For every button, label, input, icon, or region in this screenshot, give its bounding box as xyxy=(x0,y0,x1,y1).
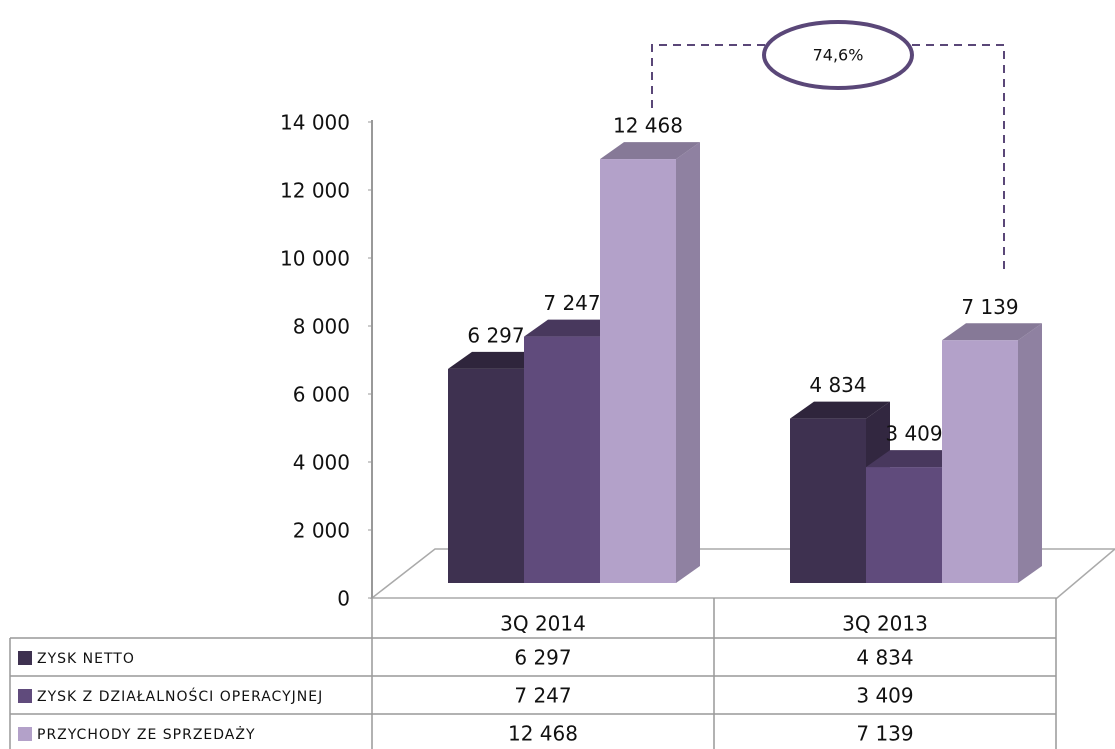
data-label: 6 297 xyxy=(467,323,524,347)
y-tick-label: 4 000 xyxy=(293,451,350,475)
data-label: 7 139 xyxy=(961,295,1018,319)
table-cell: 7 247 xyxy=(514,684,571,708)
bar xyxy=(524,336,600,583)
y-tick-label: 2 000 xyxy=(293,519,350,543)
data-label: 4 834 xyxy=(809,373,866,397)
legend-label: ZYSK Z DZIAŁALNOŚCI OPERACYJNEJ xyxy=(37,687,323,705)
table-grid xyxy=(9,598,1057,749)
bar-top xyxy=(942,323,1042,341)
data-label: 7 247 xyxy=(543,291,600,315)
y-tick-label: 14 000 xyxy=(280,111,350,135)
bar-side xyxy=(1018,323,1042,583)
bar-top xyxy=(524,319,624,337)
bar xyxy=(866,467,942,583)
bar xyxy=(942,340,1018,583)
y-tick-label: 0 xyxy=(337,587,350,611)
bar-top xyxy=(448,351,548,369)
bar-top xyxy=(866,450,966,468)
bracket xyxy=(651,44,765,108)
bar xyxy=(790,418,866,583)
legend-swatch xyxy=(18,689,32,703)
table-cell: 3 409 xyxy=(856,684,913,708)
bar xyxy=(448,368,524,583)
bar-top xyxy=(600,142,700,160)
data-label: 3 409 xyxy=(885,422,942,446)
bar-side xyxy=(676,142,700,583)
bracket xyxy=(912,44,1005,272)
data-label: 12 468 xyxy=(613,114,683,138)
table-cell: 4 834 xyxy=(856,646,913,670)
table-cell: 12 468 xyxy=(508,722,578,746)
table-cell: 7 139 xyxy=(856,722,913,746)
x-tick-label: 3Q 2014 xyxy=(500,612,586,636)
annotation-ellipse xyxy=(762,20,914,90)
y-tick-label: 8 000 xyxy=(293,315,350,339)
y-tick-label: 10 000 xyxy=(280,247,350,271)
annotation: 74,6% xyxy=(813,46,864,65)
legend-swatch xyxy=(18,727,32,741)
x-tick-label: 3Q 2013 xyxy=(842,612,928,636)
y-tick-label: 12 000 xyxy=(280,179,350,203)
legend-swatch xyxy=(18,651,32,665)
bar-top xyxy=(790,401,890,419)
table-cell: 6 297 xyxy=(514,646,571,670)
bar xyxy=(600,159,676,583)
legend-label: ZYSK NETTO xyxy=(37,651,135,667)
legend-label: PRZYCHODY ZE SPRZEDAŻY xyxy=(37,725,256,743)
y-tick-label: 6 000 xyxy=(293,383,350,407)
